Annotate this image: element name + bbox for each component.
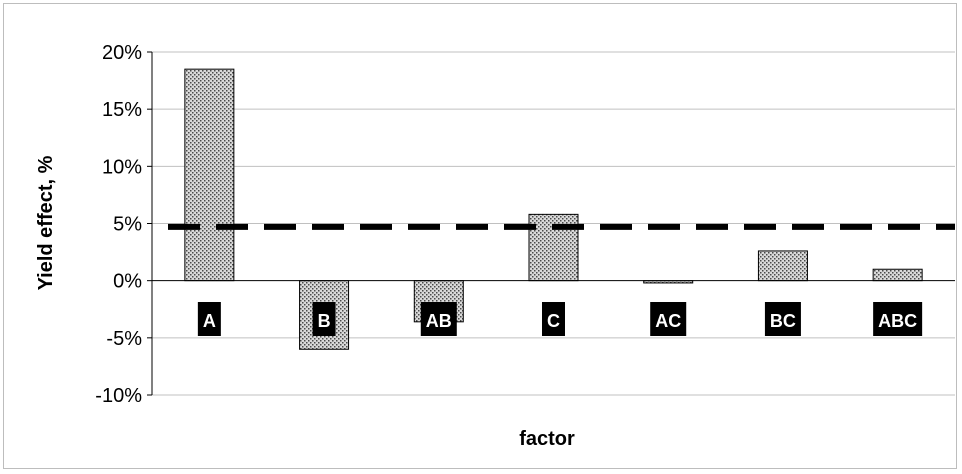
category-label-bg [650, 302, 687, 336]
axes: 20% 15% 10% 5% 0% -5% -10% [95, 42, 955, 407]
chart-frame [3, 3, 957, 469]
category-label-bg [542, 302, 565, 336]
x-axis-title: factor [519, 428, 575, 450]
category-label-ac: AC [655, 311, 681, 331]
category-label-bc: BC [770, 311, 796, 331]
y-tick-label: 20% [102, 42, 142, 64]
bar-abc [872, 268, 923, 282]
category-label-ab: AB [426, 311, 452, 331]
category-label-abc: ABC [878, 311, 917, 331]
y-tick-label: -5% [106, 328, 142, 350]
category-label-a: A [203, 311, 216, 331]
category-label-bg [764, 302, 801, 336]
gridlines [152, 51, 955, 396]
category-label-bg [197, 302, 221, 336]
category-labels: A B AB C AC BC ABC [197, 302, 923, 336]
y-axis-title: Yield effect, % [35, 155, 57, 290]
category-label-bg [312, 302, 336, 336]
category-label-c: C [547, 311, 560, 331]
y-tick-label: 5% [113, 214, 142, 236]
y-tick-label: 15% [102, 99, 142, 121]
y-tick-label: -10% [95, 385, 142, 407]
category-label-bg [873, 302, 923, 336]
category-label-b: B [318, 311, 331, 331]
bar-a [184, 68, 235, 282]
category-label-bg [420, 302, 457, 336]
bar-bc [757, 250, 808, 282]
y-tick-label: 10% [102, 156, 142, 178]
y-tick-label: 0% [113, 271, 142, 293]
